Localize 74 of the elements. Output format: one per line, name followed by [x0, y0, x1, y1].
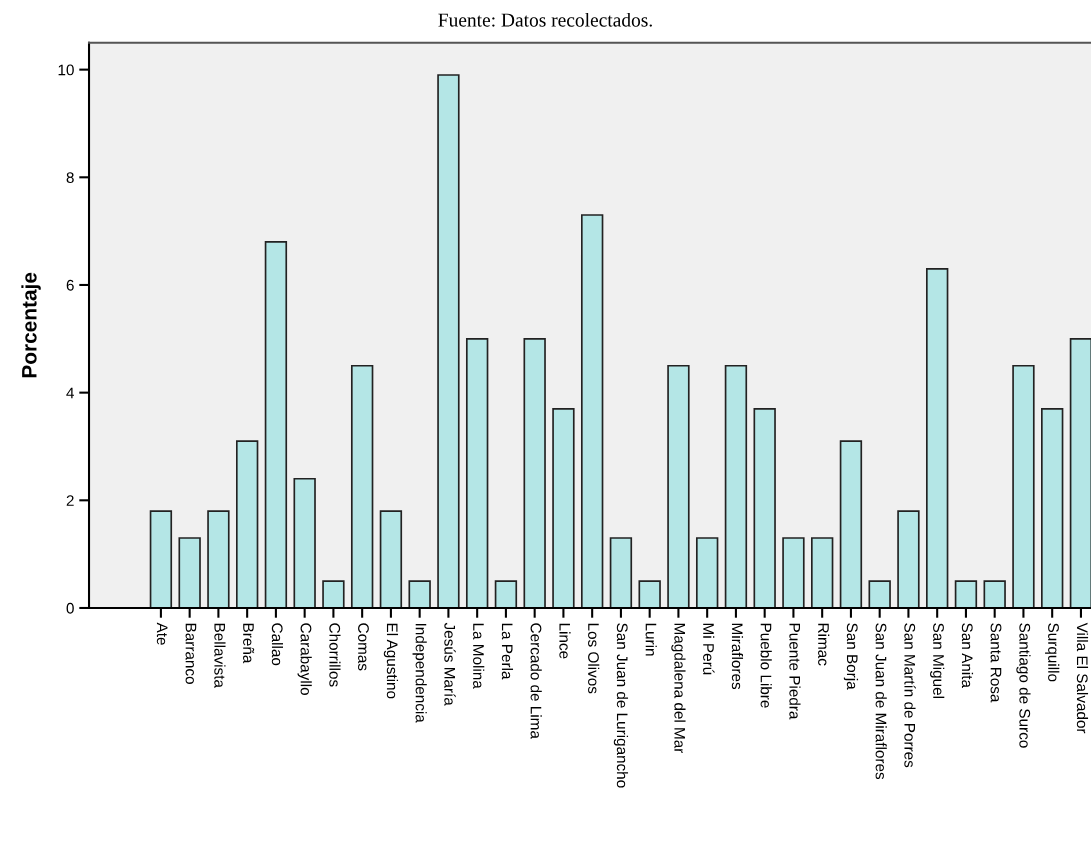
x-tick-label: Independencia — [412, 623, 427, 723]
x-tick-label: Villa El Salvador — [1076, 622, 1089, 734]
bar — [207, 510, 230, 608]
y-axis-title: Porcentaje — [21, 272, 41, 378]
x-tick-label: Lurin — [645, 623, 657, 656]
bar — [667, 364, 690, 608]
bar — [897, 510, 920, 608]
x-tick-label: Breña — [243, 623, 255, 664]
x-tick-label: Puente Piedra — [789, 623, 801, 720]
bar — [1041, 407, 1064, 608]
y-tick-label: 6 — [66, 279, 74, 291]
x-tick-label: Miraflores — [731, 623, 744, 690]
bar — [379, 510, 403, 608]
x-tick-label: Mi Perú — [703, 623, 715, 675]
bar — [638, 580, 661, 608]
x-tick-label: Pueblo Libre — [760, 623, 772, 708]
x-tick-label: Santiago de Surco — [1016, 623, 1031, 748]
bar — [609, 537, 633, 608]
x-tick-label: San Martín de Porres — [904, 623, 916, 768]
y-tick-label: 10 — [58, 64, 74, 76]
bar — [350, 364, 374, 608]
chart-title: Fuente: Datos recolectados. — [438, 12, 652, 27]
bar — [1069, 337, 1091, 608]
bar — [494, 580, 518, 608]
x-tick-label: Surquillo — [1045, 623, 1060, 682]
bar — [322, 580, 345, 608]
bar — [925, 267, 949, 608]
x-tick-label: Chorrillos — [329, 623, 341, 687]
bar — [523, 337, 546, 608]
x-tick-label: Callao — [271, 623, 284, 666]
bar — [724, 364, 748, 608]
y-tick-label: 8 — [66, 172, 74, 183]
bar — [983, 580, 1006, 608]
x-tick-label: Cercado de Lima — [530, 623, 542, 739]
x-tick-label: Los Olivos — [588, 623, 600, 694]
bar — [1012, 364, 1035, 608]
x-tick-label: Barranco — [185, 623, 197, 684]
x-tick-label: San Juan de Lurigancho — [613, 623, 629, 788]
bar — [954, 580, 978, 608]
x-tick-label: San Borja — [843, 623, 859, 690]
y-tick-label: 2 — [66, 495, 74, 506]
bar — [235, 440, 259, 608]
bar — [782, 537, 805, 608]
x-tick-label: Comas — [358, 623, 369, 671]
x-tick-label: Jesús María — [444, 622, 456, 706]
bar — [552, 407, 575, 608]
x-tick-label: Carabayllo — [297, 623, 312, 695]
bar — [264, 241, 288, 608]
x-tick-label: San Juan de Miraflores — [875, 623, 887, 780]
y-tick-label: 0 — [66, 602, 74, 614]
bar — [178, 537, 201, 608]
bar — [839, 440, 863, 608]
bar — [437, 74, 460, 608]
x-tick-label: Magdalena del Mar — [671, 623, 686, 754]
bar — [868, 580, 891, 608]
x-tick-label: San Anita — [961, 623, 974, 688]
x-tick-label: Ate — [156, 622, 168, 645]
bar — [293, 477, 316, 608]
bar — [465, 337, 489, 608]
x-tick-label: El Agustino — [383, 623, 399, 699]
x-tick-label: La Molina — [473, 623, 485, 689]
bar — [695, 537, 719, 608]
bar — [149, 510, 173, 608]
x-tick-label: Bellavista — [214, 623, 226, 688]
bar — [408, 580, 431, 608]
bar — [810, 537, 834, 608]
bar — [580, 214, 604, 608]
bar — [753, 407, 776, 608]
y-tick-label: 4 — [66, 387, 74, 399]
x-tick-label: Santa Rosa — [990, 623, 1002, 703]
x-tick-label: Rimac — [818, 623, 830, 666]
x-tick-label: La Perla — [501, 623, 514, 680]
x-tick-label: Lince — [559, 623, 571, 659]
x-tick-label: San Miguel — [930, 623, 945, 698]
